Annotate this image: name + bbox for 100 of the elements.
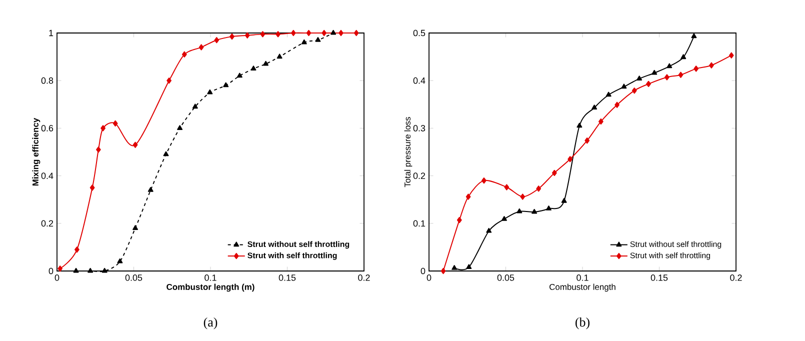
point	[709, 62, 714, 68]
point	[546, 206, 552, 210]
point	[290, 30, 296, 36]
y-axis-title: Mixing efficiency	[32, 118, 40, 186]
y-tick-label: 0.2	[413, 172, 426, 179]
point	[132, 225, 138, 230]
point	[452, 265, 458, 270]
point	[102, 268, 108, 273]
point	[666, 63, 672, 68]
x-tick-label: 0	[54, 274, 60, 281]
point	[516, 208, 522, 214]
point	[504, 184, 510, 190]
point	[598, 118, 604, 125]
point	[263, 60, 269, 66]
y-tick-label: 0.4	[413, 77, 426, 84]
point	[606, 92, 612, 97]
y-tick-label: 0.4	[41, 172, 54, 179]
point	[73, 268, 79, 273]
point	[652, 70, 658, 75]
point	[148, 186, 154, 192]
point	[117, 258, 123, 264]
point	[214, 37, 220, 44]
y-tick-label: 0.1	[413, 220, 426, 227]
x-tick-label: 0.1	[576, 274, 588, 281]
point	[632, 88, 637, 94]
x-tick-label: 0.15	[650, 274, 668, 281]
point	[58, 266, 63, 272]
point	[678, 72, 684, 78]
y-tick-label: 0.6	[41, 125, 54, 132]
point	[306, 30, 312, 36]
point	[112, 120, 118, 127]
x-tick-label: 0.15	[278, 274, 296, 281]
point	[88, 268, 94, 273]
point	[561, 198, 567, 203]
x-tick-label: 0.2	[358, 274, 370, 281]
point	[163, 151, 169, 156]
point	[592, 104, 598, 110]
point	[90, 184, 95, 191]
point	[520, 194, 526, 200]
point	[198, 44, 204, 50]
point	[74, 246, 80, 253]
point	[584, 137, 590, 144]
x-tick-label: 0.05	[125, 274, 142, 281]
point	[532, 208, 538, 214]
point	[223, 82, 229, 88]
point	[614, 102, 620, 108]
point	[694, 66, 699, 72]
point	[456, 216, 462, 224]
point	[466, 194, 471, 200]
text: (b)	[576, 317, 590, 330]
point	[501, 216, 507, 221]
y-tick-label: 0.8	[41, 77, 54, 84]
point	[177, 125, 183, 130]
y-tick-label: 0.5	[413, 30, 426, 36]
point	[230, 33, 234, 40]
point	[440, 268, 446, 274]
point	[166, 78, 172, 84]
point	[680, 54, 686, 60]
point	[276, 31, 280, 38]
point	[301, 39, 307, 44]
point	[330, 30, 336, 35]
x-tick-label: 0.2	[730, 274, 742, 281]
point	[552, 170, 557, 176]
point	[466, 264, 472, 269]
point	[636, 76, 642, 80]
y-tick-label: 1	[49, 30, 54, 36]
y-axis-title: Total pressure loss	[404, 117, 412, 188]
point	[691, 33, 697, 38]
point	[728, 52, 734, 58]
point	[100, 125, 106, 132]
point	[192, 104, 198, 109]
point	[354, 30, 359, 36]
point	[536, 186, 542, 192]
x-tick-label: 0	[426, 274, 432, 281]
point	[664, 74, 670, 80]
point	[250, 66, 256, 70]
x-tick-label: 0.1	[204, 274, 216, 281]
x-tick-label: 0.05	[497, 274, 514, 281]
point	[207, 89, 213, 94]
y-tick-label: 0.3	[413, 125, 426, 132]
point	[646, 80, 651, 88]
point	[486, 228, 492, 233]
point	[260, 31, 266, 38]
x-axis-title: Combustor length (m)	[166, 284, 254, 292]
point	[338, 30, 344, 36]
point	[322, 30, 327, 36]
point	[315, 37, 321, 42]
point	[244, 32, 250, 38]
point	[96, 146, 101, 153]
point	[576, 122, 582, 128]
point	[132, 142, 138, 148]
y-tick-label: 0	[420, 268, 426, 274]
point	[482, 177, 486, 184]
text: (a)	[204, 317, 218, 330]
point	[236, 72, 242, 78]
y-tick-label: 0	[48, 268, 54, 274]
y-tick-label: 0.2	[41, 220, 54, 227]
x-axis-title: Combustor length	[550, 284, 616, 292]
point	[568, 156, 573, 162]
point	[182, 51, 187, 58]
